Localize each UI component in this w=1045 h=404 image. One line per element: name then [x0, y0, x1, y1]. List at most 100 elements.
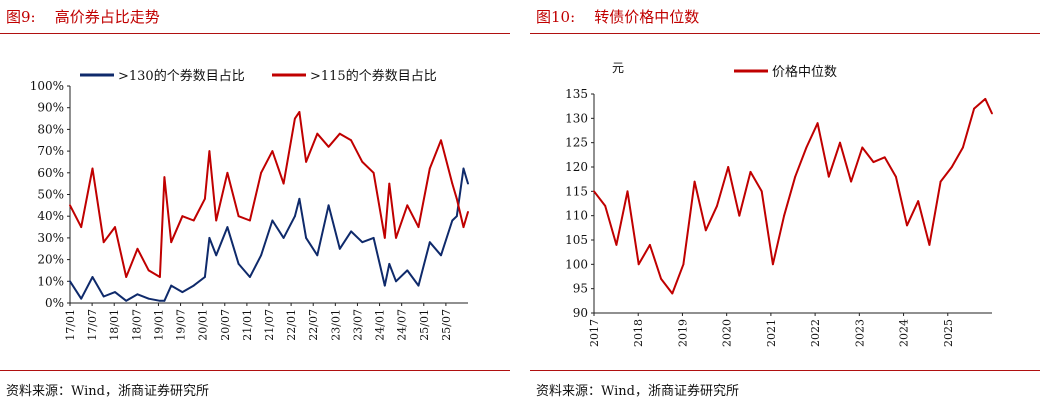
- y-tick-label: 60%: [37, 166, 64, 180]
- y-tick-label: 70%: [37, 144, 64, 158]
- y-tick-label: 135: [565, 87, 588, 101]
- series-line-2: [69, 111, 469, 278]
- data-point: [327, 204, 330, 207]
- data-point: [906, 224, 908, 227]
- data-point: [593, 190, 595, 193]
- x-tick-label: 21/01: [241, 309, 254, 341]
- data-point: [237, 215, 240, 218]
- y-tick-label: 125: [565, 136, 588, 150]
- data-point: [895, 175, 897, 178]
- data-point: [102, 241, 105, 244]
- data-point: [749, 171, 752, 173]
- data-point: [682, 263, 685, 266]
- x-tick-label: 2020: [721, 319, 734, 347]
- left-chart: 0% 10% 20% 30% 40% 50% 60% 70% 80% 90% 100% 17/01 17…: [30, 68, 469, 341]
- data-point: [69, 204, 71, 207]
- data-point: [350, 139, 352, 142]
- data-point: [850, 180, 852, 183]
- data-point: [991, 112, 993, 115]
- x-tick-label: 2017: [588, 319, 601, 347]
- data-point: [159, 299, 161, 302]
- x-tick-label: 20/07: [219, 309, 232, 341]
- y-tick-label: 50%: [37, 188, 64, 202]
- data-point: [298, 111, 301, 113]
- y-tick-label: 20%: [37, 253, 64, 267]
- data-point: [388, 263, 391, 265]
- data-point: [372, 237, 375, 239]
- data-point: [91, 276, 94, 278]
- data-point: [147, 297, 150, 300]
- x-tick-label: 19/01: [152, 309, 165, 341]
- data-point: [181, 215, 184, 218]
- data-point: [327, 145, 330, 148]
- data-point: [827, 175, 830, 178]
- x-tick-label: 19/07: [175, 309, 188, 341]
- right-figure-label: 图10:: [536, 8, 576, 26]
- data-point: [163, 176, 166, 179]
- y-tick-label: 110: [565, 209, 588, 223]
- data-point: [783, 214, 785, 217]
- legend-label-2: >115的个券数目占比: [310, 68, 437, 84]
- data-point: [80, 226, 83, 229]
- data-point: [440, 254, 442, 257]
- data-point: [170, 241, 173, 244]
- data-point: [451, 219, 454, 222]
- right-figure-title: 图10: 转债价格中位数: [536, 6, 699, 27]
- legend-label-1: >130的个券数目占比: [118, 68, 245, 84]
- data-point: [462, 167, 465, 170]
- y-tick-label: 90%: [37, 101, 64, 115]
- y-tick-label: 40%: [37, 209, 64, 223]
- data-point: [455, 197, 458, 200]
- series-line-1: [69, 167, 469, 302]
- left-top-rule: [0, 33, 510, 34]
- data-point: [260, 171, 262, 174]
- left-bottom-rule: [0, 370, 510, 371]
- left-figure-label: 图9:: [6, 8, 36, 26]
- x-tick-label: 20/01: [197, 309, 210, 341]
- data-point: [440, 139, 442, 142]
- data-point: [984, 98, 987, 100]
- x-tick-label: 18/01: [108, 309, 121, 341]
- left-figure-title-text: 高价券占比走势: [54, 8, 160, 26]
- data-point: [467, 182, 469, 185]
- data-point: [417, 284, 420, 287]
- data-point: [271, 150, 274, 153]
- right-bottom-rule: [530, 370, 1040, 371]
- data-point: [249, 276, 251, 278]
- data-point: [192, 284, 195, 287]
- data-point: [395, 237, 397, 239]
- right-figure-title-text: 转债价格中位数: [594, 8, 700, 26]
- x-tick-label: 17/01: [64, 309, 77, 341]
- data-point: [861, 146, 864, 149]
- data-point: [395, 280, 397, 283]
- right-chart: 90 95 100 105 110 115 120 125 130 135 2017 2018 2019…: [565, 61, 993, 347]
- data-point: [361, 241, 364, 244]
- data-point: [727, 166, 730, 168]
- data-point: [738, 214, 741, 217]
- data-point: [917, 200, 920, 203]
- data-point: [704, 229, 707, 232]
- left-figure-panel: 图9: 高价券占比走势 0% 10% 20% 30% 40% 50% 60% 70% 80% 90…: [0, 0, 510, 404]
- data-point: [305, 237, 307, 239]
- data-point: [282, 182, 285, 185]
- data-point: [181, 291, 184, 293]
- data-point: [883, 156, 886, 159]
- data-point: [839, 141, 841, 144]
- data-point: [372, 171, 375, 174]
- series-line-1: [593, 97, 993, 295]
- data-point: [626, 190, 629, 193]
- data-point: [237, 263, 240, 265]
- data-point: [226, 171, 229, 174]
- y-tick-label: 100%: [30, 79, 64, 93]
- data-point: [350, 230, 352, 233]
- data-point: [928, 244, 931, 246]
- left-source-note: 资料来源：Wind，浙商证券研究所: [6, 384, 209, 399]
- right-source-note: 资料来源：Wind，浙商证券研究所: [536, 384, 739, 399]
- data-point: [215, 254, 218, 257]
- data-point: [271, 219, 274, 222]
- data-point: [208, 237, 211, 239]
- data-point: [388, 182, 391, 185]
- y-tick-label: 120: [565, 160, 588, 174]
- x-tick-label: 22/07: [307, 309, 320, 341]
- data-point: [604, 205, 607, 207]
